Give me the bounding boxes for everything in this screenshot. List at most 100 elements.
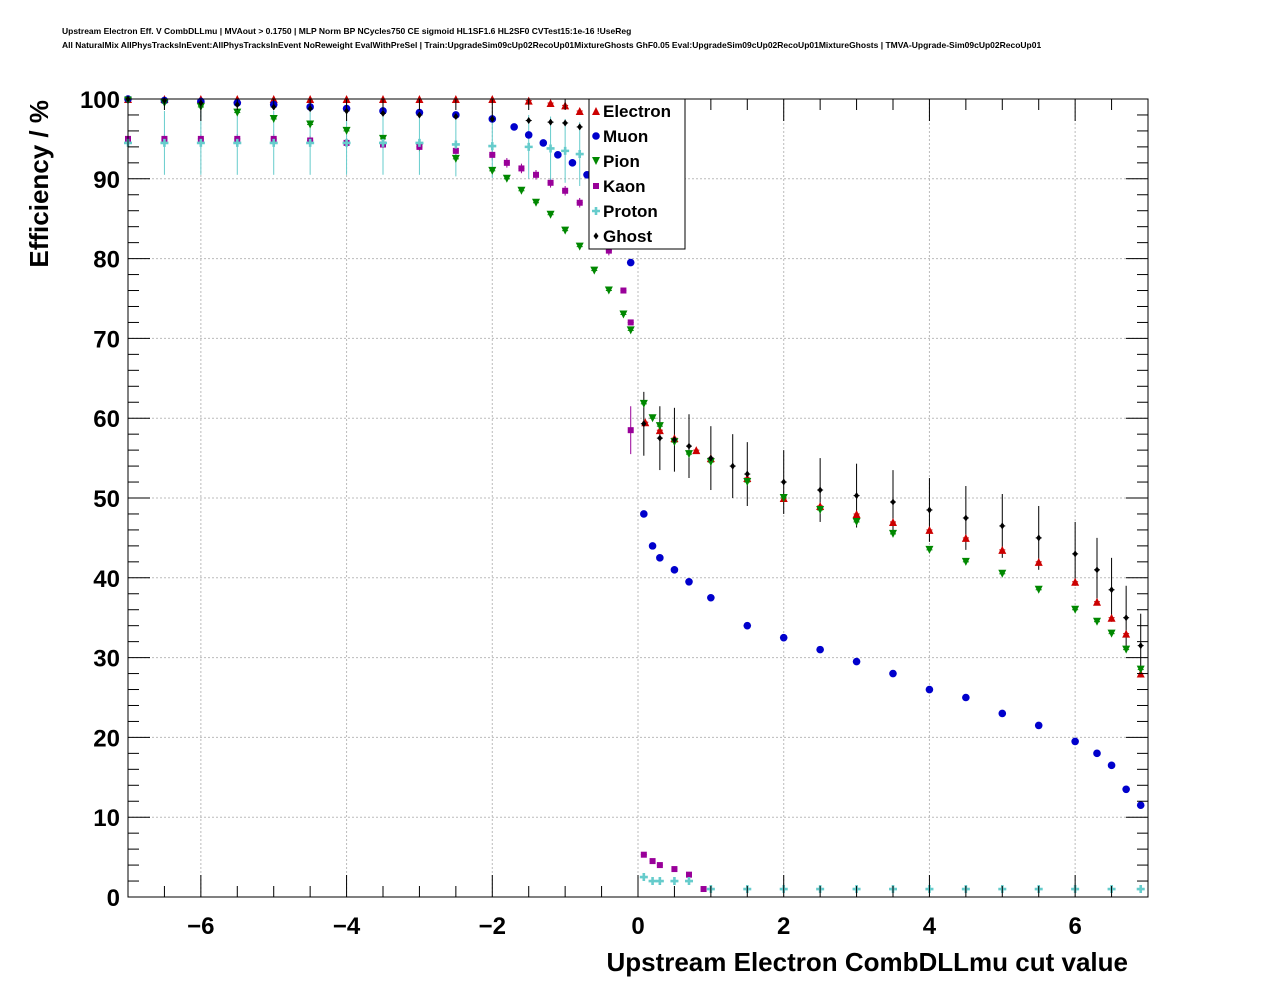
data-point-pion bbox=[706, 458, 715, 467]
data-point-muon bbox=[743, 621, 752, 630]
data-point-pion bbox=[575, 242, 584, 251]
data-point-ghost bbox=[686, 442, 692, 450]
data-point-pion bbox=[1071, 605, 1080, 614]
data-point-ghost bbox=[1072, 550, 1078, 558]
data-point-proton bbox=[1136, 885, 1145, 894]
y-tick-label: 50 bbox=[93, 486, 120, 513]
data-point-electron bbox=[1034, 557, 1043, 566]
y-tick-label: 10 bbox=[93, 805, 120, 832]
data-point-proton bbox=[561, 146, 570, 155]
data-point-ghost bbox=[1036, 534, 1042, 542]
legend-label-electron: Electron bbox=[603, 102, 671, 121]
data-point-pion bbox=[1107, 629, 1116, 638]
y-tick-label: 60 bbox=[93, 406, 120, 433]
y-tick-label: 30 bbox=[93, 646, 120, 673]
data-point-muon bbox=[1107, 761, 1116, 770]
data-point-pion bbox=[998, 569, 1007, 578]
data-point-muon bbox=[1071, 737, 1079, 746]
data-point-pion bbox=[502, 174, 511, 183]
data-point-kaon bbox=[489, 151, 496, 158]
data-point-electron bbox=[1122, 629, 1131, 638]
data-point-proton bbox=[670, 877, 679, 886]
y-tick-label: 100 bbox=[80, 87, 120, 114]
data-point-kaon bbox=[627, 319, 634, 326]
data-point-kaon bbox=[547, 179, 554, 186]
data-point-proton bbox=[196, 138, 205, 147]
data-point-kaon bbox=[605, 247, 612, 254]
data-point-pion bbox=[1136, 665, 1145, 674]
data-point-muon bbox=[554, 151, 562, 159]
data-point-kaon bbox=[452, 147, 459, 154]
data-point-pion bbox=[961, 557, 970, 566]
data-point-pion bbox=[233, 108, 242, 117]
data-point-pion bbox=[269, 114, 278, 123]
data-point-ghost bbox=[999, 522, 1005, 530]
legend: Electron Muon Pion Kaon Proton Ghost bbox=[588, 98, 686, 250]
x-tick-label: −4 bbox=[333, 913, 361, 940]
data-point-ghost bbox=[854, 492, 860, 500]
data-point-proton bbox=[648, 877, 657, 886]
data-point-muon bbox=[670, 566, 679, 574]
data-point-muon bbox=[889, 669, 897, 678]
data-point-muon bbox=[925, 685, 934, 694]
legend-label-ghost: Ghost bbox=[603, 227, 652, 246]
data-point-proton bbox=[488, 142, 497, 151]
data-point-pion bbox=[451, 154, 460, 163]
data-point-electron bbox=[998, 545, 1007, 554]
legend-marker-proton bbox=[592, 207, 600, 215]
chart-title-line-2: All NaturalMix AllPhysTracksInEvent:AllP… bbox=[62, 40, 1042, 50]
data-point-muon bbox=[998, 709, 1007, 718]
data-point-ghost bbox=[730, 462, 736, 470]
x-tick-label: 0 bbox=[631, 913, 644, 940]
y-tick-label: 90 bbox=[93, 167, 120, 194]
data-point-muon bbox=[1136, 801, 1145, 810]
data-point-electron bbox=[852, 509, 861, 518]
data-point-pion bbox=[342, 126, 351, 135]
data-point-ghost bbox=[781, 478, 787, 486]
x-tick-label: 2 bbox=[777, 913, 790, 940]
data-point-proton bbox=[575, 150, 584, 159]
data-point-ghost bbox=[890, 498, 896, 506]
data-point-ghost bbox=[963, 514, 969, 522]
data-point-ghost bbox=[641, 420, 647, 428]
data-point-pion bbox=[488, 166, 497, 175]
data-point-proton bbox=[451, 140, 460, 149]
data-point-proton bbox=[379, 138, 387, 147]
data-point-electron bbox=[692, 446, 701, 455]
data-point-pion bbox=[626, 326, 635, 335]
data-point-ghost bbox=[657, 434, 663, 442]
data-point-kaon bbox=[649, 858, 656, 865]
data-point-pion bbox=[590, 266, 599, 275]
data-point-pion bbox=[639, 399, 648, 408]
data-point-kaon bbox=[656, 862, 663, 869]
data-point-electron bbox=[889, 517, 897, 526]
data-point-pion bbox=[546, 210, 555, 219]
data-point-muon bbox=[707, 593, 715, 602]
data-point-ghost bbox=[1094, 566, 1100, 574]
data-point-pion bbox=[852, 517, 861, 526]
data-point-pion bbox=[925, 545, 934, 554]
data-point-proton bbox=[269, 138, 278, 147]
legend-label-muon: Muon bbox=[603, 127, 648, 146]
data-point-kaon bbox=[518, 165, 525, 172]
series-proton bbox=[124, 138, 1145, 894]
data-point-kaon bbox=[533, 171, 539, 178]
data-point-muon bbox=[816, 645, 824, 654]
data-point-ghost bbox=[671, 436, 677, 444]
chart-title-line-1: Upstream Electron Eff. V CombDLLmu | MVA… bbox=[62, 26, 632, 36]
legend-marker-muon bbox=[592, 132, 600, 140]
x-tick-labels: −6 −4 −2 0 2 4 6 bbox=[187, 913, 1082, 940]
data-point-pion bbox=[743, 478, 752, 487]
data-point-kaon bbox=[620, 287, 627, 294]
data-point-ghost bbox=[926, 506, 932, 514]
data-point-muon bbox=[539, 139, 548, 147]
data-point-pion bbox=[561, 226, 570, 235]
data-point-proton bbox=[639, 873, 648, 882]
data-point-electron bbox=[925, 525, 934, 534]
y-tick-label: 0 bbox=[107, 885, 120, 912]
y-tick-label: 80 bbox=[93, 247, 120, 274]
data-point-muon bbox=[1093, 749, 1101, 758]
data-point-kaon bbox=[686, 871, 692, 878]
data-point-muon bbox=[626, 258, 635, 267]
